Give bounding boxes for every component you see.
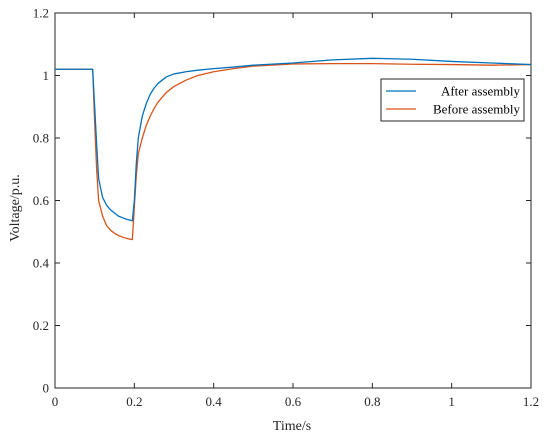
y-tick-label: 0.2 (33, 318, 49, 333)
y-tick-label: 0 (43, 381, 50, 396)
x-tick-label: 0.6 (285, 394, 302, 409)
x-tick-label: 1 (448, 394, 455, 409)
y-tick-label: 0.4 (33, 256, 50, 271)
x-tick-label: 0.2 (126, 394, 142, 409)
x-tick-label: 0.4 (206, 394, 223, 409)
legend-label-after-assembly: After assembly (441, 84, 521, 99)
x-axis: 0 0.2 0.4 0.6 0.8 1 1.2 (52, 13, 539, 409)
plot-frame (54, 12, 532, 389)
legend-label-before-assembly: Before assembly (433, 102, 521, 117)
legend: After assembly Before assembly (380, 78, 525, 122)
x-tick-label: 0.8 (364, 394, 380, 409)
y-tick-label: 1.2 (33, 6, 49, 21)
series-layer (55, 57, 532, 241)
y-axis-label: Voltage/p.u. (8, 174, 23, 241)
y-tick-label: 0.6 (33, 193, 50, 208)
y-tick-label: 0.8 (33, 131, 49, 146)
series-line-before-assembly (55, 62, 532, 241)
x-axis-label: Time/s (273, 419, 311, 434)
y-tick-label: 1 (43, 68, 50, 83)
x-tick-label: 1.2 (523, 394, 539, 409)
y-axis: 0 0.2 0.4 0.6 0.8 1 1.2 (33, 6, 531, 396)
plot-area (54, 12, 532, 389)
x-tick-label: 0 (52, 394, 59, 409)
legend-box (380, 78, 525, 122)
series-line-after-assembly (55, 57, 532, 222)
